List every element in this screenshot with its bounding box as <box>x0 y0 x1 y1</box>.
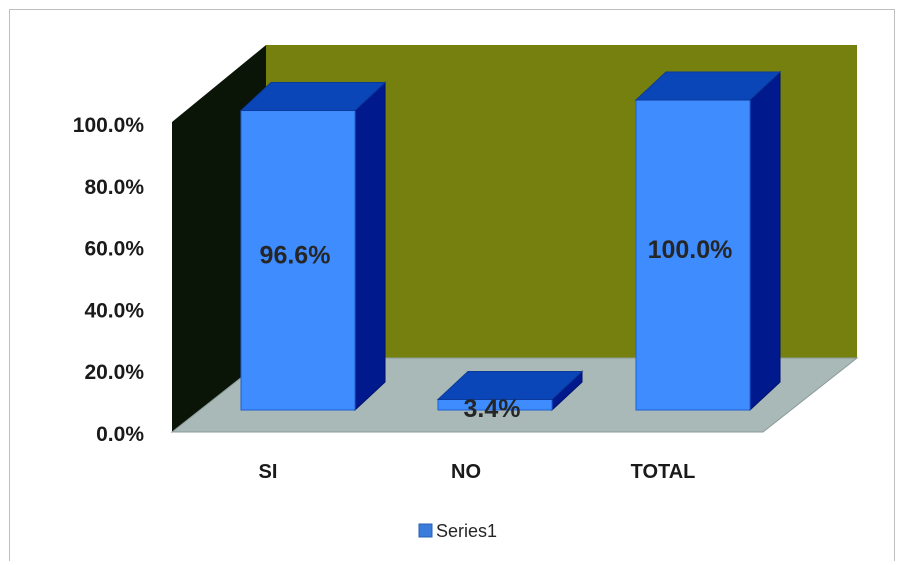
y-tick-label: 80.0% <box>84 176 144 199</box>
bar-side <box>749 70 781 412</box>
chart-frame <box>9 9 895 561</box>
data-label-total: 100.0% <box>648 236 733 264</box>
x-tick-label-total: TOTAL <box>631 461 696 483</box>
y-tick-label: 40.0% <box>84 299 144 322</box>
data-label-si: 96.6% <box>260 241 331 269</box>
bar-side <box>354 81 386 412</box>
bar-front <box>635 99 751 411</box>
bar-si <box>239 81 387 412</box>
y-tick-label: 100.0% <box>73 114 145 137</box>
bar-front <box>240 110 356 411</box>
bar-no <box>436 370 584 412</box>
legend-label-series1: Series1 <box>436 521 497 541</box>
bar-top <box>634 71 782 101</box>
x-tick-label-si: SI <box>259 461 278 483</box>
y-tick-label: 20.0% <box>84 361 144 384</box>
y-tick-label: 60.0% <box>84 238 144 261</box>
y-tick-label: 0.0% <box>96 423 144 446</box>
bar-total <box>634 70 782 412</box>
bar-top <box>239 82 387 112</box>
bar-top <box>436 370 584 400</box>
legend: Series1 <box>418 521 497 541</box>
x-tick-label-no: NO <box>451 461 481 483</box>
legend-swatch-series1 <box>418 523 433 538</box>
data-label-no: 3.4% <box>464 395 521 423</box>
